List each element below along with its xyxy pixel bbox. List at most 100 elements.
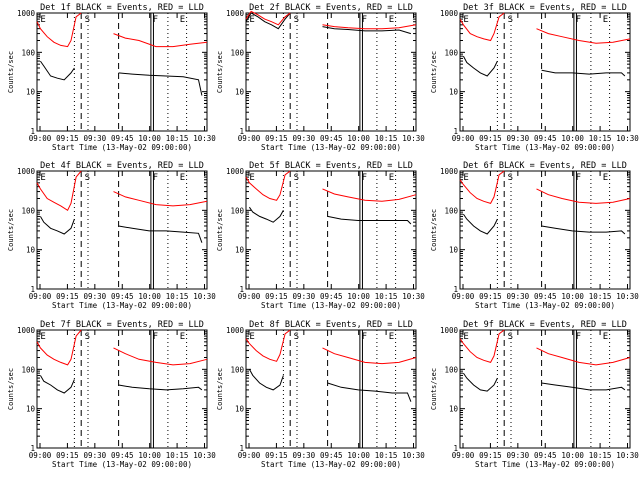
y-tick-label: 1000	[226, 9, 245, 18]
lld-series-line	[113, 347, 208, 366]
marker-label: S	[294, 332, 299, 342]
x-tick-label: 09:00	[452, 134, 475, 143]
lld-series-line	[36, 170, 82, 212]
y-tick-label: 1000	[440, 9, 459, 18]
y-tick-label: 1	[453, 444, 458, 453]
panel-title: Det 8f BLACK = Events, RED = LLD	[249, 320, 413, 330]
plot-frame	[459, 12, 631, 132]
marker-label: F	[153, 332, 158, 342]
marker-label: S	[85, 15, 90, 25]
marker-label: F	[362, 173, 367, 183]
x-tick-label: 09:00	[29, 134, 52, 143]
y-tick-label: 1000	[440, 326, 459, 335]
x-tick-label: 09:45	[320, 134, 343, 143]
y-tick-label: 10	[26, 405, 36, 414]
panel-title: Det 2f BLACK = Events, RED = LLD	[249, 3, 413, 13]
y-tick-label: 100	[230, 206, 244, 215]
events-series-line	[39, 216, 75, 235]
events-series-line	[248, 369, 284, 391]
x-tick-label: 09:15	[479, 292, 502, 301]
marker-label: E	[40, 15, 45, 25]
y-tick-label: 100	[444, 365, 458, 374]
y-tick-label: 100	[21, 48, 35, 57]
events-series-line	[541, 225, 626, 235]
marker-label: E	[249, 15, 254, 25]
detector-panel: Det 7f BLACK = Events, RED = LLD 1 10 100 10…	[7, 320, 216, 469]
detector-panel: Det 8f BLACK = Events, RED = LLD 1 10 100 10…	[216, 320, 425, 469]
y-axis-label: Counts/sec	[7, 368, 15, 410]
plot-frame	[459, 170, 631, 290]
lld-series-line	[322, 347, 417, 365]
panel-title: Det 6f BLACK = Events, RED = LLD	[463, 161, 627, 171]
plot-frame	[36, 12, 208, 132]
x-tick-label: 09:15	[265, 134, 288, 143]
panel-title: Det 1f BLACK = Events, RED = LLD	[40, 3, 204, 13]
x-tick-label: 09:30	[507, 292, 530, 301]
marker-label: S	[508, 173, 513, 183]
lld-series-line	[322, 24, 417, 30]
y-tick-label: 10	[235, 405, 245, 414]
detector-panel: Det 6f BLACK = Events, RED = LLD 1 10 100 10…	[430, 161, 639, 310]
x-tick-label: 09:45	[534, 292, 557, 301]
lld-series-line	[36, 12, 82, 48]
panel-title: Det 9f BLACK = Events, RED = LLD	[463, 320, 627, 330]
lld-series-line	[36, 329, 82, 366]
marker-label: S	[85, 332, 90, 342]
events-series-line	[462, 372, 498, 392]
marker-label: E	[389, 173, 394, 183]
x-tick-label: 09:30	[84, 134, 107, 143]
marker-label: E	[603, 173, 608, 183]
marker-label: E	[389, 15, 394, 25]
x-tick-label: 10:30	[193, 292, 216, 301]
x-tick-label: 09:45	[111, 451, 134, 460]
events-series-line	[541, 382, 626, 391]
lld-series-line	[245, 10, 291, 26]
detector-panel: Det 2f BLACK = Events, RED = LLD 1 10 100 10…	[216, 3, 425, 152]
y-tick-label: 10	[449, 246, 459, 255]
events-series-line	[327, 382, 412, 402]
x-axis-label: Start Time (13-May-02 09:00:00)	[52, 143, 192, 152]
panel-title: Det 7f BLACK = Events, RED = LLD	[40, 320, 204, 330]
marker-label: F	[576, 173, 581, 183]
lld-series-line	[245, 329, 291, 362]
events-series-line	[327, 215, 412, 225]
y-tick-label: 1000	[17, 9, 36, 18]
y-tick-label: 100	[444, 48, 458, 57]
x-tick-label: 09:00	[238, 292, 261, 301]
y-axis-label: Counts/sec	[216, 368, 224, 410]
marker-label: E	[40, 332, 45, 342]
events-series-line	[248, 206, 284, 223]
marker-label: F	[153, 15, 158, 25]
y-tick-label: 1000	[17, 326, 36, 335]
x-tick-label: 09:00	[238, 451, 261, 460]
y-tick-label: 1000	[17, 167, 36, 176]
y-tick-label: 1	[30, 127, 35, 136]
marker-label: S	[85, 173, 90, 183]
marker-label: E	[463, 173, 468, 183]
x-tick-label: 10:15	[589, 451, 612, 460]
marker-label: F	[576, 15, 581, 25]
y-tick-label: 1	[453, 127, 458, 136]
x-axis-label: Start Time (13-May-02 09:00:00)	[475, 460, 615, 469]
x-axis-label: Start Time (13-May-02 09:00:00)	[475, 301, 615, 310]
x-tick-label: 10:00	[138, 292, 161, 301]
y-tick-label: 10	[26, 246, 36, 255]
y-tick-label: 100	[444, 206, 458, 215]
y-tick-label: 100	[21, 365, 35, 374]
marker-label: E	[603, 15, 608, 25]
events-series-line	[118, 225, 203, 243]
plot-frame	[459, 329, 631, 449]
y-tick-label: 10	[235, 246, 245, 255]
x-tick-label: 10:15	[375, 134, 398, 143]
lld-series-line	[536, 188, 631, 204]
y-axis-label: Counts/sec	[7, 209, 15, 251]
y-axis-label: Counts/sec	[430, 368, 438, 410]
x-tick-label: 09:00	[29, 292, 52, 301]
y-axis-label: Counts/sec	[430, 51, 438, 93]
x-tick-label: 09:45	[534, 134, 557, 143]
events-series-line	[322, 26, 412, 35]
x-tick-label: 10:00	[138, 134, 161, 143]
x-tick-label: 09:45	[111, 292, 134, 301]
marker-label: S	[508, 15, 513, 25]
x-tick-label: 10:15	[375, 292, 398, 301]
